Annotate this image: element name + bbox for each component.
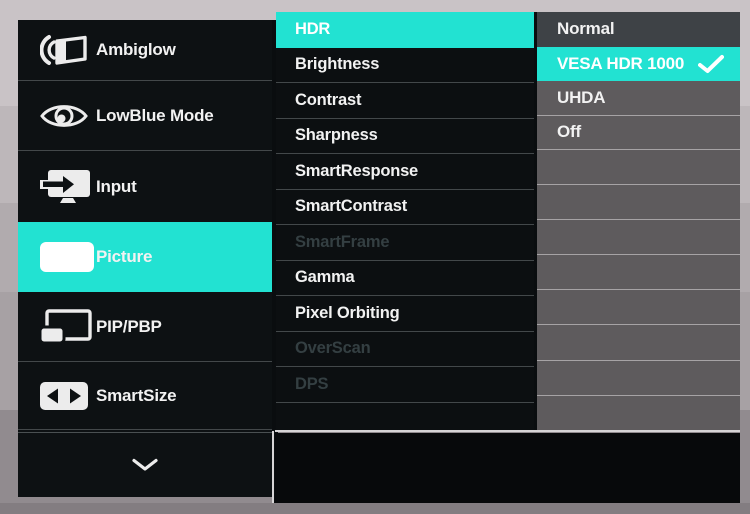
submenu-item-label: Pixel Orbiting (295, 303, 400, 322)
option-label: VESA HDR 1000 (557, 53, 685, 73)
option-normal[interactable]: Normal (537, 12, 740, 47)
chevron-down-icon (131, 458, 159, 472)
sidebar-item-ambiglow[interactable]: Ambiglow (18, 20, 272, 81)
option-row-empty (537, 150, 740, 186)
hdr-options-panel: Normal VESA HDR 1000 UHDA Off (537, 12, 740, 431)
option-vesa-hdr-1000[interactable]: VESA HDR 1000 (537, 46, 740, 81)
option-row-empty (537, 396, 740, 431)
submenu-item-label: Contrast (295, 90, 362, 109)
main-menu-sidebar: Ambiglow LowBlue Mode Input (18, 20, 272, 497)
sidebar-scroll-down[interactable] (18, 432, 272, 497)
submenu-item-sharpness[interactable]: Sharpness (276, 119, 534, 154)
divider-line-horizontal (275, 430, 740, 432)
sidebar-item-label: PIP/PBP (96, 316, 162, 336)
option-off[interactable]: Off (537, 116, 740, 150)
option-row-empty (537, 255, 740, 291)
pip-pbp-icon (40, 308, 96, 345)
sidebar-item-input[interactable]: Input (18, 151, 272, 222)
check-icon (698, 54, 724, 74)
option-uhda[interactable]: UHDA (537, 81, 740, 116)
picture-icon (40, 242, 96, 272)
submenu-item-pixel-orbiting[interactable]: Pixel Orbiting (276, 296, 534, 332)
sidebar-item-label: SmartSize (96, 385, 177, 405)
submenu-item-contrast[interactable]: Contrast (276, 83, 534, 119)
option-row-empty (537, 361, 740, 396)
submenu-item-label: Brightness (295, 55, 380, 74)
option-label: Normal (557, 19, 615, 39)
sidebar-item-lowblue-mode[interactable]: LowBlue Mode (18, 81, 272, 151)
option-row-empty (537, 325, 740, 361)
submenu-item-dps: DPS (276, 367, 534, 403)
submenu-item-brightness[interactable]: Brightness (276, 48, 534, 83)
sidebar-item-label: Input (96, 176, 137, 196)
column-divider-right (534, 12, 537, 431)
submenu-item-gamma[interactable]: Gamma (276, 261, 534, 296)
submenu-item-label: SmartFrame (295, 232, 390, 251)
input-icon (40, 168, 96, 206)
submenu-item-smartframe: SmartFrame (276, 225, 534, 261)
submenu-item-label: SmartContrast (295, 197, 408, 216)
option-row-empty (537, 220, 740, 256)
submenu-item-overscan: OverScan (276, 332, 534, 367)
sidebar-item-pip-pbp[interactable]: PIP/PBP (18, 292, 272, 362)
picture-submenu: HDR Brightness Contrast Sharpness SmartR… (276, 12, 534, 431)
submenu-item-label: Sharpness (295, 126, 378, 145)
option-row-empty (537, 185, 740, 221)
sidebar-item-label: Ambiglow (96, 40, 176, 59)
submenu-item-smartcontrast[interactable]: SmartContrast (276, 190, 534, 225)
sidebar-item-picture[interactable]: Picture (18, 222, 272, 292)
option-label: Off (557, 122, 581, 142)
eye-icon (40, 100, 96, 132)
submenu-item-label: SmartResponse (295, 161, 419, 180)
osd-bottom-bar (275, 433, 740, 503)
smartsize-icon (40, 381, 96, 410)
column-divider-left (272, 20, 278, 503)
submenu-item-label: HDR (295, 20, 331, 39)
submenu-item-label: Gamma (295, 268, 355, 287)
submenu-item-smartresponse[interactable]: SmartResponse (276, 154, 534, 190)
submenu-item-label: DPS (295, 374, 329, 393)
divider-line-vertical (272, 431, 274, 503)
sidebar-item-label: LowBlue Mode (96, 105, 214, 125)
sidebar-item-label: Picture (96, 247, 153, 266)
ambiglow-icon (40, 30, 96, 70)
submenu-item-hdr[interactable]: HDR (276, 12, 534, 48)
option-label: UHDA (557, 87, 606, 107)
submenu-item-label: OverScan (295, 339, 371, 358)
option-row-empty (537, 290, 740, 326)
sidebar-item-smartsize[interactable]: SmartSize (18, 362, 272, 430)
